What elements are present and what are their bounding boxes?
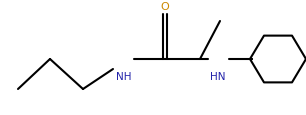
Text: NH: NH xyxy=(116,71,132,81)
Text: O: O xyxy=(161,2,170,12)
Text: HN: HN xyxy=(210,71,226,81)
